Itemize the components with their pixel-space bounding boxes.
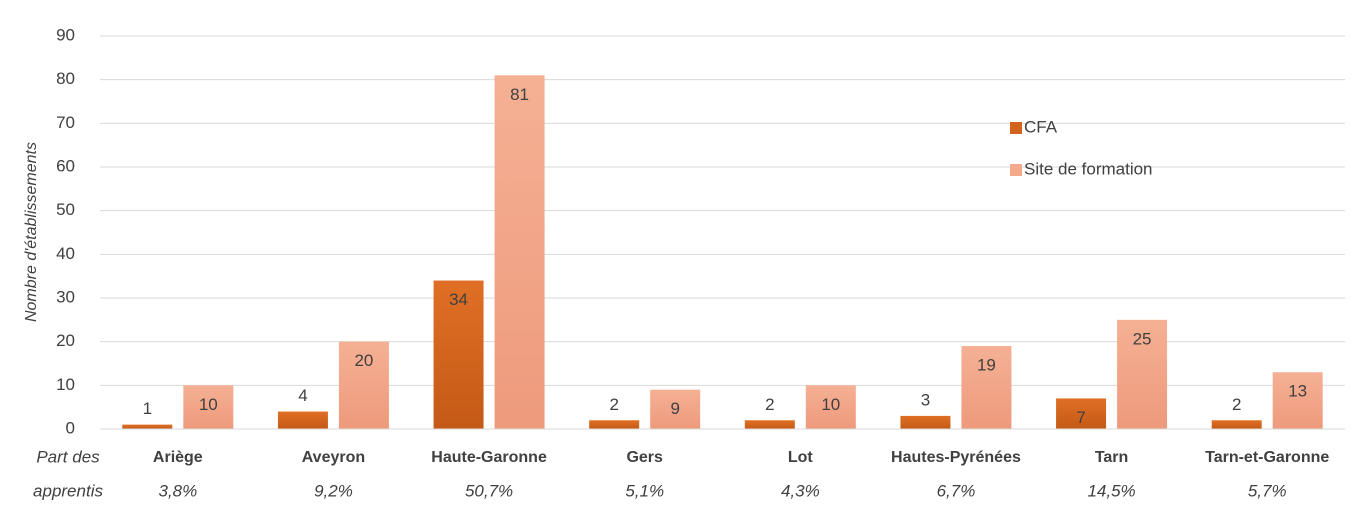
bar — [494, 75, 545, 430]
data-label: 13 — [1288, 382, 1307, 401]
share-title: Part des — [36, 447, 100, 466]
share-label: 6,7% — [937, 481, 976, 500]
share-label: 5,1% — [625, 481, 664, 500]
x-tick-label: Ariège — [153, 449, 203, 466]
x-tick-label: Haute-Garonne — [431, 449, 547, 466]
y-tick-label: 20 — [56, 331, 75, 350]
bar — [900, 415, 951, 429]
legend-swatch — [1010, 164, 1022, 176]
y-axis-label: Nombre d'établissements — [23, 142, 40, 322]
data-label: 25 — [1133, 329, 1152, 348]
x-tick-label: Tarn — [1095, 449, 1128, 466]
x-tick-label: Hautes-Pyrénées — [891, 449, 1021, 466]
share-label: 4,3% — [781, 481, 820, 500]
x-tick-label: Tarn-et-Garonne — [1205, 449, 1329, 466]
data-label: 2 — [1232, 395, 1241, 414]
bar — [1211, 420, 1262, 429]
x-tick-label: Lot — [788, 449, 814, 466]
y-tick-label: 10 — [56, 375, 75, 394]
data-label: 34 — [449, 290, 468, 309]
share-label: 3,8% — [158, 481, 197, 500]
share-label: 50,7% — [465, 481, 513, 500]
data-label: 1 — [143, 399, 152, 418]
share-label: 5,7% — [1248, 481, 1287, 500]
y-tick-label: 30 — [56, 287, 75, 306]
legend-label: CFA — [1024, 117, 1058, 136]
bar — [650, 389, 701, 429]
bar — [277, 411, 328, 429]
bar — [183, 385, 234, 429]
y-tick-label: 60 — [56, 156, 75, 175]
data-label: 2 — [609, 395, 618, 414]
bar — [1056, 398, 1107, 429]
bar — [122, 424, 173, 429]
y-tick-label: 80 — [56, 69, 75, 88]
share-label: 9,2% — [314, 481, 353, 500]
legend-label: Site de formation — [1024, 159, 1153, 178]
bar — [961, 346, 1012, 429]
y-tick-label: 40 — [56, 244, 75, 263]
bar — [338, 341, 389, 429]
y-tick-label: 0 — [66, 418, 75, 437]
bar — [805, 385, 856, 429]
data-label: 3 — [921, 390, 930, 409]
legend-swatch — [1010, 122, 1022, 134]
x-tick-label: Gers — [626, 449, 663, 466]
data-label: 81 — [510, 85, 529, 104]
share-label: 14,5% — [1087, 481, 1135, 500]
data-label: 10 — [821, 395, 840, 414]
y-tick-label: 90 — [56, 25, 75, 44]
bar — [589, 420, 640, 429]
y-tick-label: 70 — [56, 113, 75, 132]
data-label: 19 — [977, 356, 996, 375]
data-label: 2 — [765, 395, 774, 414]
bar — [1272, 372, 1323, 429]
data-label: 10 — [199, 395, 218, 414]
data-label: 7 — [1076, 408, 1085, 427]
x-tick-label: Aveyron — [302, 449, 365, 466]
y-tick-label: 50 — [56, 200, 75, 219]
data-label: 4 — [298, 386, 307, 405]
bar — [744, 420, 795, 429]
share-title: apprentis — [33, 481, 103, 500]
data-label: 9 — [670, 399, 679, 418]
data-label: 20 — [354, 351, 373, 370]
bar — [1117, 319, 1168, 429]
bar — [433, 280, 484, 429]
